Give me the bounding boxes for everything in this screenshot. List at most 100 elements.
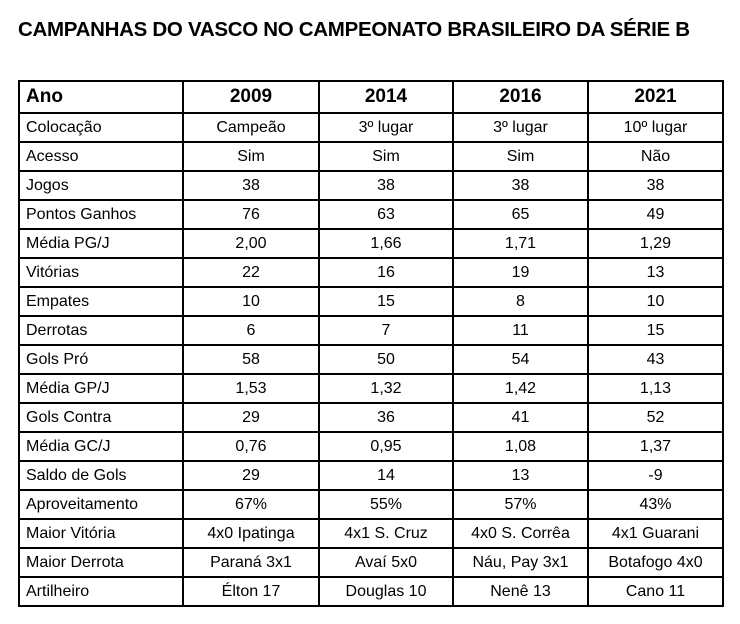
value-cell: 4x0 Ipatinga [182, 518, 320, 549]
table-row: Maior Vitória 4x0 Ipatinga 4x1 S. Cruz 4x0 … [18, 518, 724, 549]
table-row: Artilheiro Élton 17 Douglas 10 Nenê 13 Cano … [18, 576, 724, 607]
value-cell: 8 [452, 286, 589, 317]
value-cell: 4x1 S. Cruz [318, 518, 454, 549]
table-row: Aproveitamento 67% 55% 57% 43% [18, 489, 724, 520]
value-cell: 13 [452, 460, 589, 491]
value-cell: 22 [182, 257, 320, 288]
row-label: Aproveitamento [18, 489, 184, 520]
value-cell: 0,95 [318, 431, 454, 462]
row-label: Colocação [18, 112, 184, 143]
value-cell: Sim [318, 141, 454, 172]
value-cell: 65 [452, 199, 589, 230]
row-label: Artilheiro [18, 576, 184, 607]
row-label: Média GC/J [18, 431, 184, 462]
table-row: Pontos Ganhos 76 63 65 49 [18, 199, 724, 230]
header-cell-2014: 2014 [318, 80, 454, 114]
value-cell: 0,76 [182, 431, 320, 462]
value-cell: 7 [318, 315, 454, 346]
value-cell: 63 [318, 199, 454, 230]
header-cell-2009: 2009 [182, 80, 320, 114]
value-cell: 50 [318, 344, 454, 375]
value-cell: 3º lugar [318, 112, 454, 143]
value-cell: 29 [182, 460, 320, 491]
row-label: Pontos Ganhos [18, 199, 184, 230]
value-cell: 3º lugar [452, 112, 589, 143]
value-cell: 2,00 [182, 228, 320, 259]
table-row: Média PG/J 2,00 1,66 1,71 1,29 [18, 228, 724, 259]
value-cell: 10º lugar [587, 112, 724, 143]
row-label: Empates [18, 286, 184, 317]
value-cell: 1,71 [452, 228, 589, 259]
value-cell: Botafogo 4x0 [587, 547, 724, 578]
header-row: Ano 2009 2014 2016 2021 [18, 80, 724, 114]
table-row: Gols Contra 29 36 41 52 [18, 402, 724, 433]
value-cell: 57% [452, 489, 589, 520]
value-cell: 16 [318, 257, 454, 288]
value-cell: 6 [182, 315, 320, 346]
value-cell: 1,13 [587, 373, 724, 404]
value-cell: 15 [587, 315, 724, 346]
value-cell: 1,29 [587, 228, 724, 259]
value-cell: 1,32 [318, 373, 454, 404]
value-cell: 1,42 [452, 373, 589, 404]
row-label: Gols Pró [18, 344, 184, 375]
value-cell: Sim [182, 141, 320, 172]
page-title: CAMPANHAS DO VASCO NO CAMPEONATO BRASILE… [18, 18, 690, 41]
value-cell: 55% [318, 489, 454, 520]
value-cell: Avaí 5x0 [318, 547, 454, 578]
value-cell: 10 [587, 286, 724, 317]
value-cell: 38 [318, 170, 454, 201]
row-label: Derrotas [18, 315, 184, 346]
value-cell: 76 [182, 199, 320, 230]
table-row: Derrotas 6 7 11 15 [18, 315, 724, 346]
row-label: Média PG/J [18, 228, 184, 259]
header-cell-2016: 2016 [452, 80, 589, 114]
table-row: Saldo de Gols 29 14 13 -9 [18, 460, 724, 491]
value-cell: 36 [318, 402, 454, 433]
row-label: Saldo de Gols [18, 460, 184, 491]
value-cell: 38 [452, 170, 589, 201]
value-cell: 43 [587, 344, 724, 375]
table-row: Colocação Campeão 3º lugar 3º lugar 10º luga… [18, 112, 724, 143]
campaign-stats-table: Ano 2009 2014 2016 2021 Colocação Campeão… [18, 80, 724, 607]
value-cell: 1,37 [587, 431, 724, 462]
table-body: Colocação Campeão 3º lugar 3º lugar 10º luga… [18, 112, 724, 607]
value-cell: 15 [318, 286, 454, 317]
value-cell: 1,66 [318, 228, 454, 259]
value-cell: 52 [587, 402, 724, 433]
table-row: Vitórias 22 16 19 13 [18, 257, 724, 288]
value-cell: 10 [182, 286, 320, 317]
value-cell: 43% [587, 489, 724, 520]
value-cell: Sim [452, 141, 589, 172]
value-cell: Não [587, 141, 724, 172]
value-cell: -9 [587, 460, 724, 491]
value-cell: Douglas 10 [318, 576, 454, 607]
row-label: Acesso [18, 141, 184, 172]
table-row: Média GP/J 1,53 1,32 1,42 1,13 [18, 373, 724, 404]
table-row: Empates 10 15 8 10 [18, 286, 724, 317]
value-cell: 1,08 [452, 431, 589, 462]
row-label: Jogos [18, 170, 184, 201]
table-row: Acesso Sim Sim Sim Não [18, 141, 724, 172]
value-cell: 49 [587, 199, 724, 230]
value-cell: Campeão [182, 112, 320, 143]
value-cell: Náu, Pay 3x1 [452, 547, 589, 578]
value-cell: Élton 17 [182, 576, 320, 607]
value-cell: 14 [318, 460, 454, 491]
header-cell-2021: 2021 [587, 80, 724, 114]
value-cell: 11 [452, 315, 589, 346]
value-cell: Nenê 13 [452, 576, 589, 607]
value-cell: 4x1 Guarani [587, 518, 724, 549]
table-row: Média GC/J 0,76 0,95 1,08 1,37 [18, 431, 724, 462]
table-row: Gols Pró 58 50 54 43 [18, 344, 724, 375]
row-label: Maior Derrota [18, 547, 184, 578]
value-cell: 54 [452, 344, 589, 375]
value-cell: 29 [182, 402, 320, 433]
value-cell: Cano 11 [587, 576, 724, 607]
value-cell: Paraná 3x1 [182, 547, 320, 578]
row-label: Média GP/J [18, 373, 184, 404]
header-cell-ano: Ano [18, 80, 184, 114]
value-cell: 13 [587, 257, 724, 288]
value-cell: 4x0 S. Corrêa [452, 518, 589, 549]
